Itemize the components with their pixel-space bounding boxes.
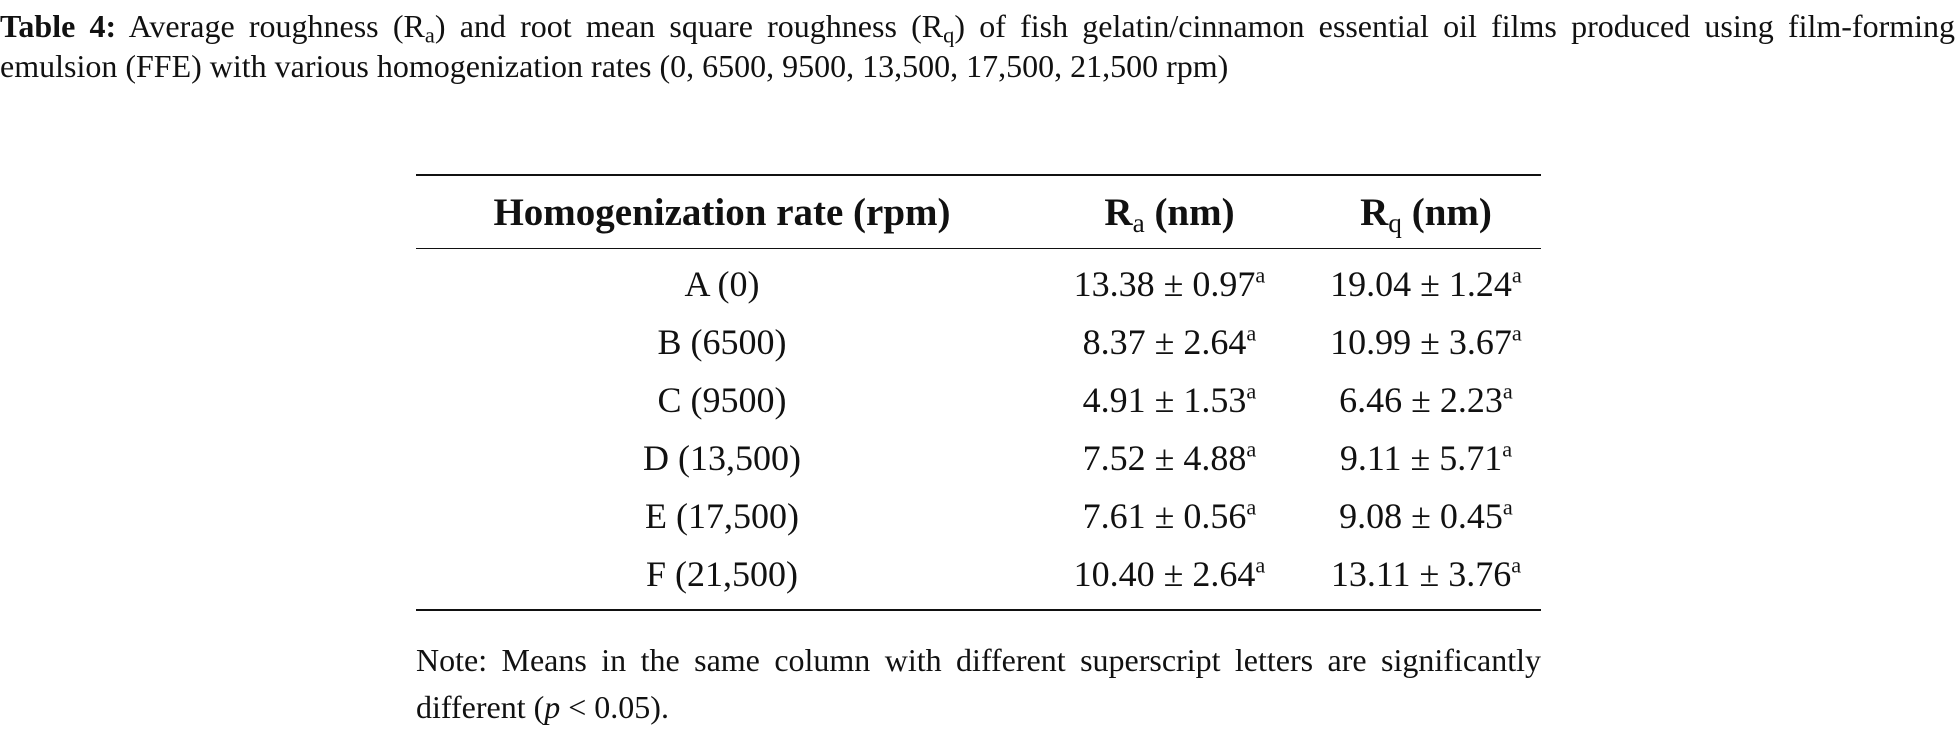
- cell-homogenization-rate: C (9500): [657, 380, 787, 420]
- cell-homogenization-rate: D (13,500): [643, 438, 801, 478]
- table-container: Homogenization rate (rpm) Ra (nm) Rq (nm…: [416, 174, 1541, 611]
- note-text-1: Note: Means in the same column with diff…: [416, 642, 1541, 725]
- caption-sub-a: a: [424, 22, 435, 48]
- header-rq: Rq (nm): [1311, 175, 1541, 249]
- table-row: E (17,500) 7.61 ± 0.56a 9.08 ± 0.45a: [416, 487, 1541, 545]
- table-row: C (9500) 4.91 ± 1.53a 6.46 ± 2.23a: [416, 371, 1541, 429]
- cell-ra: 13.38 ± 0.97a: [1073, 262, 1266, 304]
- caption-label: Table 4:: [0, 8, 117, 44]
- cell-rq: 6.46 ± 2.23a: [1339, 378, 1513, 420]
- cell-rq: 13.11 ± 3.76a: [1330, 552, 1522, 594]
- cell-homogenization-rate: F (21,500): [646, 554, 798, 594]
- cell-homogenization-rate: A (0): [684, 264, 760, 304]
- table-row: D (13,500) 7.52 ± 4.88a 9.11 ± 5.71a: [416, 429, 1541, 487]
- cell-rq: 9.11 ± 5.71a: [1339, 436, 1513, 478]
- header-ra: Ra (nm): [1028, 175, 1311, 249]
- note-text-2: < 0.05).: [560, 689, 669, 725]
- caption-sub-q: q: [943, 22, 955, 48]
- cell-ra: 10.40 ± 2.64a: [1073, 552, 1266, 594]
- cell-rq: 10.99 ± 3.67a: [1330, 320, 1522, 362]
- caption-text-1: Average roughness (R: [116, 8, 425, 44]
- cell-ra: 7.52 ± 4.88a: [1082, 436, 1257, 478]
- table-row: F (21,500) 10.40 ± 2.64a 13.11 ± 3.76a: [416, 545, 1541, 610]
- header-homogenization-rate: Homogenization rate (rpm): [416, 175, 1028, 249]
- table-row: B (6500) 8.37 ± 2.64a 10.99 ± 3.67a: [416, 313, 1541, 371]
- cell-ra: 8.37 ± 2.64a: [1082, 320, 1257, 362]
- caption-text-2: ) and root mean square roughness (R: [434, 8, 944, 44]
- cell-homogenization-rate: E (17,500): [645, 496, 799, 536]
- table-note: Note: Means in the same column with diff…: [416, 637, 1541, 731]
- roughness-table: Homogenization rate (rpm) Ra (nm) Rq (nm…: [416, 174, 1541, 611]
- table-header-row: Homogenization rate (rpm) Ra (nm) Rq (nm…: [416, 175, 1541, 249]
- cell-rq: 9.08 ± 0.45a: [1339, 494, 1513, 536]
- table-body: A (0) 13.38 ± 0.97a 19.04 ± 1.24a B (6500) 8…: [416, 249, 1541, 611]
- cell-homogenization-rate: B (6500): [657, 322, 787, 362]
- cell-ra: 7.61 ± 0.56a: [1082, 494, 1257, 536]
- cell-rq: 19.04 ± 1.24a: [1330, 262, 1522, 304]
- table-caption: Table 4: Average roughness (Ra) and root…: [0, 6, 1955, 86]
- table-row: A (0) 13.38 ± 0.97a 19.04 ± 1.24a: [416, 249, 1541, 314]
- note-p-symbol: p: [544, 689, 561, 725]
- cell-ra: 4.91 ± 1.53a: [1082, 378, 1257, 420]
- caption-text-3: ) of fish gelatin/cinnamon essential oil…: [0, 8, 1955, 84]
